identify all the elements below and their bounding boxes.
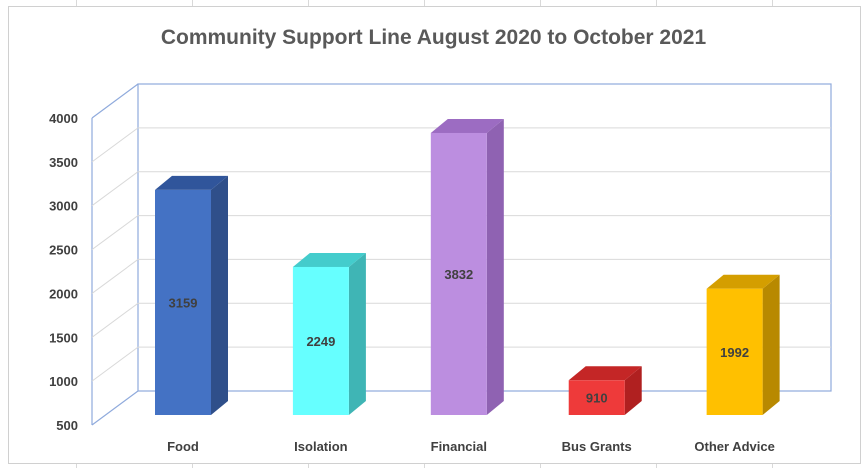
bar-financial: 3832 bbox=[431, 119, 504, 415]
bar-side bbox=[487, 119, 504, 415]
bar-isolation: 2249 bbox=[293, 253, 366, 415]
category-label: Food bbox=[167, 439, 199, 454]
bar-food: 3159 bbox=[155, 176, 228, 415]
bar-side bbox=[763, 275, 780, 415]
gridline-side bbox=[92, 172, 138, 206]
gridline-side bbox=[92, 216, 138, 250]
bar-other-advice: 1992 bbox=[707, 275, 780, 415]
floor-edge bbox=[92, 391, 138, 425]
data-label: 910 bbox=[586, 391, 608, 406]
y-axis-ticks: 500 1000 1500 2000 2500 3000 3500 4000 bbox=[49, 111, 78, 433]
gridline-side bbox=[92, 259, 138, 293]
category-label: Isolation bbox=[294, 439, 348, 454]
y-tick-label: 1000 bbox=[49, 374, 78, 389]
gridline-side bbox=[92, 303, 138, 337]
bar-bus-grants: 910 bbox=[569, 366, 642, 415]
data-label: 1992 bbox=[720, 345, 749, 360]
y-tick-label: 4000 bbox=[49, 111, 78, 126]
y-tick-label: 2000 bbox=[49, 286, 78, 301]
category-labels: Food Isolation Financial Bus Grants Other Ad… bbox=[167, 439, 775, 454]
y-tick-label: 1500 bbox=[49, 330, 78, 345]
category-label: Bus Grants bbox=[562, 439, 632, 454]
gridline-side bbox=[92, 347, 138, 381]
category-label: Financial bbox=[431, 439, 487, 454]
bar-side bbox=[211, 176, 228, 415]
data-label: 3832 bbox=[444, 267, 473, 282]
y-tick-label: 500 bbox=[56, 418, 78, 433]
y-tick-label: 3000 bbox=[49, 199, 78, 214]
y-tick-label: 2500 bbox=[49, 243, 78, 258]
data-label: 2249 bbox=[306, 334, 335, 349]
side-wall-top bbox=[92, 84, 138, 118]
bars: 3159 2249 3832 910 1992 bbox=[155, 119, 780, 415]
data-label: 3159 bbox=[169, 295, 198, 310]
bar-side bbox=[349, 253, 366, 415]
gridline-side bbox=[92, 128, 138, 162]
category-label: Other Advice bbox=[694, 439, 774, 454]
y-tick-label: 3500 bbox=[49, 155, 78, 170]
